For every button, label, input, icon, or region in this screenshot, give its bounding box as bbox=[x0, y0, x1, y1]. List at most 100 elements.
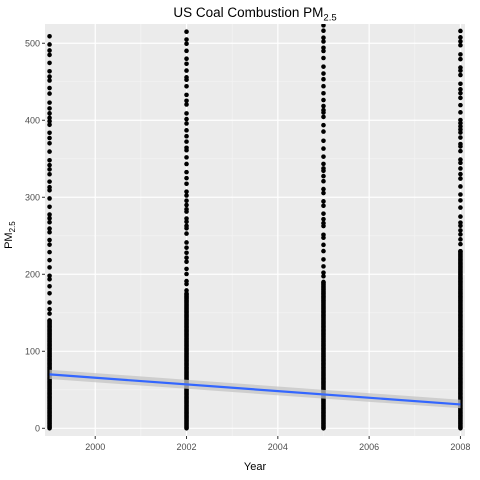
data-point bbox=[321, 97, 326, 103]
y-tick-label: 200 bbox=[25, 269, 40, 279]
data-point bbox=[321, 138, 326, 144]
x-tick-label: 2002 bbox=[177, 442, 197, 452]
x-tick-label: 2006 bbox=[359, 442, 379, 452]
data-point bbox=[321, 90, 326, 96]
data-point bbox=[47, 130, 52, 136]
y-tick-label: 0 bbox=[35, 423, 40, 433]
data-point bbox=[458, 42, 463, 48]
data-point bbox=[47, 311, 52, 316]
data-point bbox=[47, 283, 52, 289]
data-point bbox=[321, 257, 326, 262]
data-point bbox=[184, 121, 189, 126]
data-point bbox=[458, 124, 463, 129]
data-point bbox=[321, 24, 326, 28]
data-point bbox=[47, 162, 52, 168]
data-point bbox=[321, 166, 326, 171]
data-point bbox=[184, 75, 189, 80]
x-tick-label: 2008 bbox=[450, 442, 470, 452]
data-point bbox=[458, 52, 463, 57]
data-point bbox=[458, 39, 463, 44]
data-point bbox=[321, 146, 326, 151]
data-point bbox=[184, 271, 189, 277]
data-point bbox=[321, 220, 326, 226]
x-tick-label: 2000 bbox=[85, 442, 105, 452]
data-point bbox=[184, 216, 189, 221]
data-point bbox=[47, 135, 52, 141]
data-point bbox=[47, 74, 52, 79]
data-point bbox=[184, 175, 189, 181]
data-point bbox=[184, 37, 189, 42]
data-point bbox=[321, 39, 326, 44]
data-point bbox=[321, 203, 326, 209]
data-point bbox=[184, 193, 189, 198]
data-point bbox=[321, 129, 326, 134]
plot-panel bbox=[45, 24, 465, 436]
data-point bbox=[184, 231, 189, 236]
data-point bbox=[47, 157, 52, 163]
data-point bbox=[184, 98, 189, 104]
data-point bbox=[458, 148, 463, 154]
data-point bbox=[184, 169, 189, 175]
data-point bbox=[321, 199, 326, 204]
data-point bbox=[458, 171, 463, 177]
data-point bbox=[321, 186, 326, 192]
data-point bbox=[184, 181, 189, 187]
data-point bbox=[321, 161, 326, 167]
data-point bbox=[321, 270, 326, 275]
data-point bbox=[321, 45, 326, 51]
data-point bbox=[321, 71, 326, 76]
data-point bbox=[47, 265, 52, 270]
data-point bbox=[321, 264, 326, 269]
data-point bbox=[184, 56, 189, 62]
data-point bbox=[47, 118, 52, 124]
x-tick-label: 2004 bbox=[268, 442, 288, 452]
data-point bbox=[458, 117, 463, 123]
data-point bbox=[458, 157, 463, 162]
data-point bbox=[458, 166, 463, 171]
data-point bbox=[321, 28, 326, 34]
data-point bbox=[184, 278, 189, 284]
data-point bbox=[184, 223, 189, 229]
data-point bbox=[321, 242, 326, 248]
y-tick-label: 500 bbox=[25, 38, 40, 48]
data-point bbox=[184, 128, 189, 133]
data-point bbox=[184, 202, 189, 208]
data-point bbox=[458, 184, 463, 189]
data-point bbox=[321, 76, 326, 82]
data-point bbox=[458, 232, 463, 237]
data-point bbox=[184, 255, 189, 260]
data-point bbox=[184, 83, 189, 89]
data-point bbox=[184, 61, 189, 67]
data-point bbox=[458, 220, 463, 225]
trend-line bbox=[49, 373, 461, 406]
data-point bbox=[321, 107, 326, 113]
data-point bbox=[47, 277, 52, 282]
data-point bbox=[47, 257, 52, 263]
data-point bbox=[184, 288, 189, 293]
data-point bbox=[184, 161, 189, 167]
data-point bbox=[321, 216, 326, 222]
data-point bbox=[47, 306, 52, 312]
data-point bbox=[184, 111, 189, 116]
data-point bbox=[47, 219, 52, 225]
points-layer bbox=[47, 24, 463, 431]
data-point bbox=[47, 242, 52, 247]
data-point bbox=[321, 64, 326, 69]
data-point bbox=[47, 106, 52, 111]
data-point bbox=[321, 35, 326, 41]
data-point bbox=[458, 192, 463, 197]
data-point bbox=[184, 245, 189, 250]
data-point bbox=[47, 115, 52, 121]
data-point bbox=[458, 81, 463, 87]
data-point bbox=[321, 122, 326, 128]
data-point bbox=[47, 167, 52, 172]
data-point bbox=[47, 216, 52, 221]
x-axis-label: Year bbox=[243, 461, 267, 473]
data-point bbox=[47, 179, 52, 184]
data-point bbox=[184, 29, 189, 34]
data-point bbox=[47, 171, 52, 177]
data-point bbox=[184, 41, 189, 47]
data-point bbox=[184, 102, 189, 107]
data-point bbox=[458, 237, 463, 242]
